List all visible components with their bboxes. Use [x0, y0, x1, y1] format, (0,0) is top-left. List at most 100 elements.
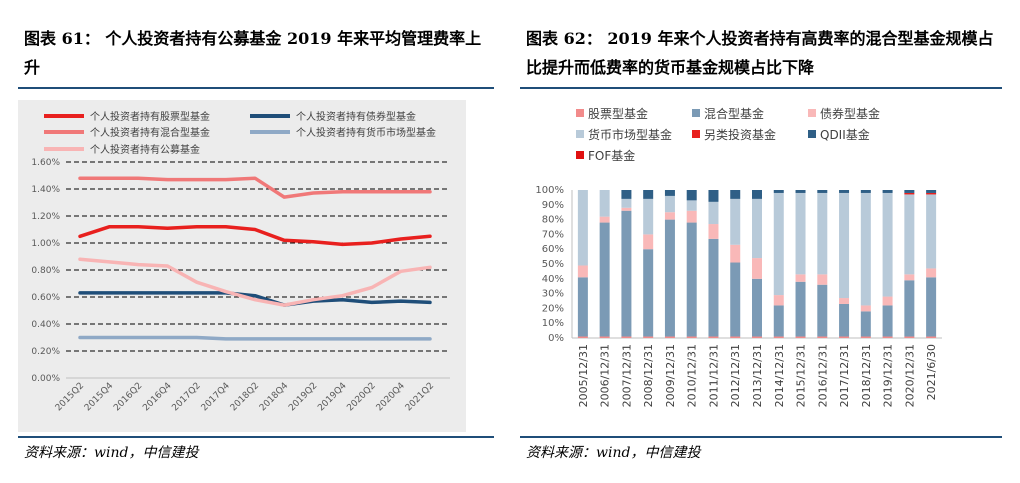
bar-segment [904, 190, 915, 193]
bar-segment [752, 258, 762, 279]
bar-segment [730, 190, 741, 199]
bar-segment [904, 336, 915, 338]
bar-segment [621, 336, 632, 338]
y-tick-label: 40% [542, 274, 564, 285]
x-tick-label: 2016/12/31 [816, 344, 829, 407]
bar-segment [708, 201, 719, 225]
legend-label: FOF基金 [588, 148, 635, 163]
y-tick-label: 100% [535, 185, 564, 196]
legend-swatch [808, 130, 816, 138]
x-tick-label: 2005/12/31 [577, 344, 590, 407]
y-tick-label: 0% [548, 333, 564, 344]
bar-segment [860, 192, 871, 306]
bar-segment [643, 190, 654, 199]
x-tick-label: 2009/12/31 [664, 344, 677, 407]
bar-segment [752, 336, 762, 338]
bar-segment [904, 280, 915, 337]
bar-segment [708, 224, 719, 239]
figure-61-title: 图表 61： 个人投资者持有公募基金 2019 年来平均管理费率上升 [24, 29, 482, 77]
bar-segment [860, 336, 871, 338]
bar-segment [773, 295, 784, 306]
bar-segment [643, 234, 654, 250]
line-chart-area: 个人投资者持有股票型基金 个人投资者持有债券型基金 个人投资者持有混合型基金 个人投资… [18, 100, 466, 432]
bar-segment [643, 198, 654, 235]
bar-segment [773, 336, 784, 338]
bar-segment [664, 336, 675, 338]
bar-segment [621, 210, 632, 337]
legend-swatch [808, 109, 816, 117]
x-tick-label: 2016Q2 [112, 381, 144, 413]
x-tick-label: 2008/12/31 [642, 344, 655, 407]
x-tick-label: 2017Q4 [200, 381, 233, 414]
bar-segment [817, 336, 828, 338]
bar-segment [708, 336, 719, 338]
y-tick-label: 1.00% [31, 239, 60, 249]
bar-segment [860, 311, 871, 337]
bar-segment [839, 298, 850, 304]
bar-segment [773, 192, 784, 296]
series-line [78, 225, 432, 247]
x-tick-label: 2021Q2 [404, 381, 436, 413]
bar-segment [882, 192, 893, 297]
bar-segment [839, 303, 850, 337]
y-tick-label: 0.60% [31, 293, 60, 303]
bar-segment [817, 274, 828, 285]
figure-62-title: 图表 62： 2019 年来个人投资者持有高费率的混合型基金规模占比提升而低费率… [526, 29, 994, 77]
legend-label: 混合型基金 [704, 106, 764, 121]
x-tick-label: 2017Q2 [170, 381, 202, 413]
legend-swatch [576, 130, 584, 138]
legend-label: 个人投资者持有债券型基金 [296, 110, 416, 123]
x-tick-label: 2019/12/31 [882, 344, 895, 407]
bar-segment [926, 277, 937, 337]
source-rule [520, 436, 1002, 438]
bar-segment [577, 336, 588, 338]
legend-label: 个人投资者持有混合型基金 [90, 126, 210, 139]
y-tick-label: 0.00% [31, 374, 60, 384]
bar-segment [752, 278, 762, 337]
bar-segment [795, 192, 806, 275]
bar-segment [730, 244, 741, 263]
bar-segment [577, 277, 588, 337]
y-tick-label: 30% [542, 289, 564, 300]
x-tick-label: 2015/12/31 [795, 344, 808, 407]
bar-segment [621, 190, 632, 199]
bar-segment [795, 281, 806, 337]
x-tick-label: 2019Q4 [316, 381, 349, 414]
legend-swatch [576, 151, 584, 159]
bar-segment [752, 190, 762, 199]
bar-segment [708, 238, 719, 337]
x-tick-label: 2010/12/31 [686, 344, 699, 407]
legend-label: 另类投资基金 [704, 127, 776, 142]
bar-segment [926, 192, 937, 195]
bar-segment [621, 198, 632, 208]
bar-segment [730, 198, 741, 245]
bar-segment [839, 190, 850, 193]
x-tick-label: 2015Q2 [54, 381, 86, 413]
bar-segment [730, 336, 741, 338]
title-rule [18, 87, 494, 89]
x-tick-label: 2020/12/31 [903, 344, 916, 407]
bar-segment [817, 192, 828, 275]
bar-segment [860, 190, 871, 193]
bar-segment [686, 222, 697, 337]
x-tick-label: 2020Q2 [345, 381, 377, 413]
bar-segment [904, 194, 915, 275]
bar-segment [926, 190, 937, 193]
bar-segment [904, 274, 915, 281]
y-tick-label: 80% [542, 215, 564, 226]
legend-label: 个人投资者持有公募基金 [90, 143, 200, 156]
bar-segment [664, 190, 675, 196]
y-tick-label: 60% [542, 244, 564, 255]
bar-segment [599, 336, 610, 338]
bar-segment [795, 274, 806, 282]
bar-segment [882, 305, 893, 337]
bar-segment [643, 249, 654, 337]
bar-segment [664, 195, 675, 213]
bar-segment [664, 219, 675, 337]
bar-segment [926, 268, 937, 278]
bar-segment [730, 262, 741, 337]
bar-segment [773, 190, 784, 193]
legend-label: 货币市场型基金 [588, 127, 672, 142]
bar-segment [752, 198, 762, 259]
